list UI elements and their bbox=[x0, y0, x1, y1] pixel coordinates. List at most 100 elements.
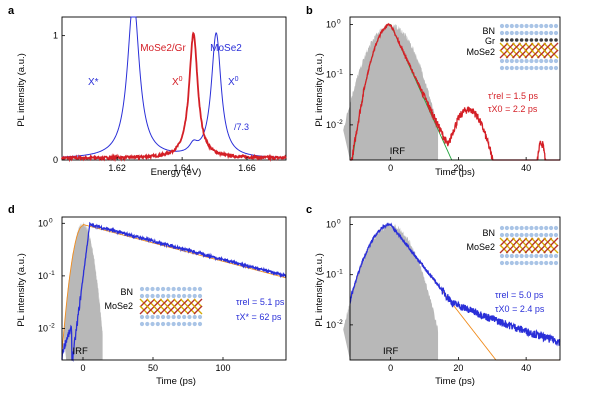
panel-a-label-x0-red: X0 bbox=[172, 76, 183, 88]
panel-c-inset-atom bbox=[524, 253, 529, 259]
panel-d-inset-bond bbox=[180, 298, 189, 308]
panel-c-inset-bond bbox=[549, 244, 559, 254]
panel-b-inset-atom bbox=[504, 23, 510, 29]
panel-b-inset-atom bbox=[534, 58, 539, 64]
panel-c-inset-atom bbox=[534, 225, 539, 231]
panel-c-inset-atom bbox=[553, 225, 559, 231]
panel-b-inset-atom bbox=[519, 65, 524, 71]
panel-a-ytick-label: 0 bbox=[53, 155, 58, 165]
panel-a-label-trion: X* bbox=[88, 77, 99, 88]
panel-c-inset-atom bbox=[499, 225, 505, 231]
panel-c-inset-atom bbox=[509, 225, 514, 231]
panel-c-ytick-exponent: -2 bbox=[337, 319, 343, 326]
panel-d-inset-bond bbox=[166, 298, 176, 308]
panel-c-inset-atom bbox=[544, 232, 549, 238]
panel-b-ytick-label: 10 bbox=[326, 120, 336, 130]
panel-b-inset-atom bbox=[499, 30, 505, 36]
panel-c-layer-label-mose2: MoSe2 bbox=[466, 242, 495, 252]
panel-c-inset-atom bbox=[504, 253, 510, 259]
panel-b-inset-atom bbox=[524, 30, 529, 36]
panel-c-inset-atom bbox=[553, 253, 559, 259]
panel-c-inset-atom bbox=[539, 260, 544, 266]
panel-letter-d: d bbox=[8, 204, 15, 216]
panel-d-inset-bond bbox=[153, 298, 162, 308]
panel-c-inset-atom bbox=[548, 225, 554, 231]
panel-a-label-mose2gr: MoSe2/Gr bbox=[140, 43, 186, 54]
panel-d-inset-bond bbox=[180, 305, 189, 315]
panel-d-inset-atom bbox=[166, 286, 171, 292]
panel-c-ytick-label: 10 bbox=[326, 320, 336, 330]
panel-b-inset-atom bbox=[510, 38, 514, 42]
panel-b-inset-layer-bn bbox=[499, 23, 559, 29]
panel-d-inset-layer-bn bbox=[139, 314, 203, 320]
panel-c-xtick-label: 40 bbox=[521, 363, 531, 373]
panel-c-inset-layer-bn bbox=[499, 253, 559, 259]
panel-d-inset-layer-bn bbox=[139, 286, 203, 292]
panel-b-inset-atom bbox=[534, 30, 539, 36]
panel-b-ytick-label: 10 bbox=[326, 20, 336, 30]
panel-b-inset-atom bbox=[534, 38, 539, 42]
panel-b-irf-area bbox=[343, 23, 439, 160]
panel-b-inset-atom bbox=[519, 23, 524, 29]
panel-c-xtick-label: 20 bbox=[453, 363, 463, 373]
panel-b-inset-layer-mo bbox=[499, 42, 559, 52]
panel-c-fit-text-2: τX0 = 2.4 ps bbox=[495, 304, 545, 314]
panel-c-inset-atom bbox=[534, 253, 539, 259]
panel-b-inset-atom bbox=[504, 58, 510, 64]
panel-b-inset-atom bbox=[529, 58, 534, 64]
panel-a-label-scale: /7.3 bbox=[234, 122, 249, 132]
panel-c-xlabel: Time (ps) bbox=[435, 376, 475, 387]
panel-a-ytick-label: 1 bbox=[53, 31, 58, 41]
panel-b-inset-atom bbox=[539, 58, 544, 64]
panel-d-inset-bond bbox=[139, 298, 149, 308]
panel-c-inset-atom bbox=[519, 225, 524, 231]
panel-d-inset-atom bbox=[176, 314, 182, 320]
panel-d-inset-atom bbox=[171, 321, 176, 327]
panel-d-fit-text-2: τX* = 62 ps bbox=[236, 312, 282, 322]
panel-d-inset-atom bbox=[166, 321, 171, 327]
panel-c-inset-atom bbox=[499, 232, 505, 238]
panel-d-xtick-label: 50 bbox=[148, 363, 158, 373]
panel-d-inset-atom bbox=[160, 286, 166, 292]
panel-letter-a: a bbox=[8, 5, 15, 17]
panel-b-ylabel: PL intensity (a.u.) bbox=[314, 53, 325, 127]
panel-d-inset-atom bbox=[155, 293, 160, 299]
panel-c-inset-atom bbox=[499, 260, 505, 266]
panel-d-inset-atom bbox=[171, 293, 176, 299]
panel-d-ytick-exponent: -1 bbox=[49, 270, 55, 277]
panel-d-inset-atom bbox=[145, 314, 150, 320]
panel-c-inset-atom bbox=[539, 225, 544, 231]
panel-b-inset-atom bbox=[553, 23, 559, 29]
panel-d-inset-atom bbox=[182, 314, 187, 320]
panel-b-layer-label-bn: BN bbox=[482, 26, 495, 36]
panel-c-inset-atom bbox=[504, 225, 510, 231]
panel-b-xtick-label: 0 bbox=[388, 163, 393, 173]
panel-d-ytick-exponent: -2 bbox=[49, 322, 55, 329]
panel-b-inset-atom bbox=[524, 23, 529, 29]
panel-d-xlabel: Time (ps) bbox=[156, 376, 196, 387]
panel-b-inset-atom bbox=[529, 65, 534, 71]
panel-d-inset-atom bbox=[182, 293, 187, 299]
panel-c-inset-atom bbox=[548, 232, 554, 238]
panel-b-inset-atom bbox=[553, 30, 559, 36]
panel-d-ytick-exponent: 0 bbox=[49, 217, 53, 224]
panel-c-inset-atom bbox=[534, 260, 539, 266]
panel-c-inset-atom bbox=[509, 253, 514, 259]
panel-b-inset-atom bbox=[539, 38, 544, 42]
panel-d-inset-atom bbox=[182, 286, 187, 292]
panel-b-inset-atom bbox=[529, 30, 534, 36]
panel-c-inset-atom bbox=[553, 232, 559, 238]
panel-b-inset-atom bbox=[544, 38, 548, 42]
panel-b-inset-atom bbox=[504, 30, 510, 36]
panel-c-ytick-exponent: 0 bbox=[337, 219, 341, 226]
panel-d-inset-atom bbox=[139, 293, 145, 299]
panel-d-inset-atom bbox=[187, 286, 192, 292]
panel-d-inset-atom bbox=[155, 321, 160, 327]
panel-b-inset-atom bbox=[509, 65, 514, 71]
panel-d-inset-atom bbox=[145, 286, 150, 292]
panel-d-inset-atom bbox=[155, 286, 160, 292]
panel-a-xlabel: Energy (eV) bbox=[151, 167, 202, 178]
panel-c-inset-atom bbox=[544, 253, 549, 259]
panel-b-ytick-exponent: -2 bbox=[337, 119, 343, 126]
panel-b-inset-layer-gr bbox=[500, 38, 558, 42]
